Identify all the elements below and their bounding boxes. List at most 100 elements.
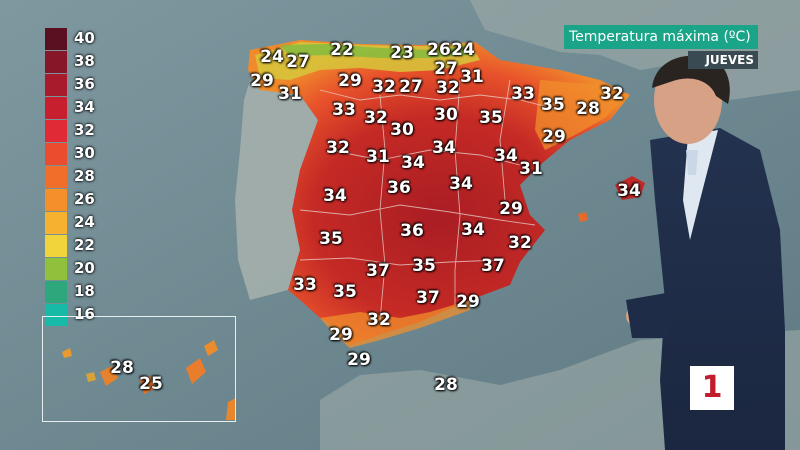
legend-item-20: 20 bbox=[45, 258, 105, 281]
temperature-label: 32 bbox=[436, 78, 460, 98]
temperature-label: 25 bbox=[139, 374, 163, 394]
legend-label: 18 bbox=[74, 282, 95, 300]
temperature-label: 27 bbox=[286, 52, 310, 72]
legend-item-30: 30 bbox=[45, 143, 105, 166]
temperature-label: 33 bbox=[332, 100, 356, 120]
cantabrian-green-band bbox=[280, 44, 470, 58]
canary-islands-inset bbox=[42, 316, 236, 422]
legend-label: 16 bbox=[74, 305, 95, 323]
legend-swatch bbox=[45, 304, 67, 326]
temperature-label: 29 bbox=[250, 71, 274, 91]
temperature-label: 27 bbox=[399, 77, 423, 97]
legend-label: 28 bbox=[74, 167, 95, 185]
temperature-label: 32 bbox=[367, 310, 391, 330]
temperature-label: 37 bbox=[366, 261, 390, 281]
temperature-label: 26 bbox=[427, 40, 451, 60]
legend-label: 22 bbox=[74, 236, 95, 254]
temperature-label: 33 bbox=[511, 84, 535, 104]
temperature-label: 29 bbox=[329, 325, 353, 345]
legend-item-38: 38 bbox=[45, 51, 105, 74]
temperature-label: 35 bbox=[479, 108, 503, 128]
temperature-label: 34 bbox=[461, 220, 485, 240]
temperature-label: 30 bbox=[390, 120, 414, 140]
temperature-label: 34 bbox=[323, 186, 347, 206]
portugal-landmass bbox=[235, 80, 318, 300]
spain-heatmap bbox=[248, 40, 630, 345]
catalonia-band bbox=[535, 80, 625, 150]
legend-swatch bbox=[45, 258, 67, 280]
legend-label: 34 bbox=[74, 98, 95, 116]
temperature-label: 22 bbox=[330, 40, 354, 60]
temperature-label: 31 bbox=[278, 84, 302, 104]
legend-item-24: 24 bbox=[45, 212, 105, 235]
legend-swatch bbox=[45, 120, 67, 142]
legend-item-28: 28 bbox=[45, 166, 105, 189]
legend-item-40: 40 bbox=[45, 28, 105, 51]
legend-swatch bbox=[45, 281, 67, 303]
legend-label: 20 bbox=[74, 259, 95, 277]
temperature-label: 35 bbox=[541, 95, 565, 115]
presenter bbox=[626, 55, 785, 450]
temperature-label: 23 bbox=[390, 43, 414, 63]
temperature-label: 29 bbox=[499, 199, 523, 219]
legend-item-18: 18 bbox=[45, 281, 105, 304]
temperature-label: 30 bbox=[434, 105, 458, 125]
temperature-label: 27 bbox=[434, 59, 458, 79]
temperature-label: 34 bbox=[449, 174, 473, 194]
temperature-label: 29 bbox=[456, 292, 480, 312]
legend-label: 26 bbox=[74, 190, 95, 208]
temperature-label: 24 bbox=[451, 40, 475, 60]
temperature-label: 34 bbox=[432, 138, 456, 158]
temperature-label: 28 bbox=[434, 375, 458, 395]
temperature-label: 36 bbox=[387, 178, 411, 198]
region-borders bbox=[299, 79, 561, 321]
temperature-label: 33 bbox=[293, 275, 317, 295]
channel-number: 1 bbox=[701, 370, 723, 405]
legend-label: 40 bbox=[74, 29, 95, 47]
temperature-label: 32 bbox=[326, 138, 350, 158]
south-coast-band bbox=[320, 300, 470, 348]
temperature-label: 28 bbox=[110, 358, 134, 378]
legend-label: 30 bbox=[74, 144, 95, 162]
legend-swatch bbox=[45, 74, 67, 96]
legend-swatch bbox=[45, 235, 67, 257]
channel-logo: 1 bbox=[690, 366, 734, 410]
legend-item-32: 32 bbox=[45, 120, 105, 143]
map-title: Temperatura máxima (ºC) bbox=[564, 25, 758, 49]
temperature-label: 34 bbox=[617, 181, 641, 201]
temperature-label: 31 bbox=[366, 147, 390, 167]
canary-islands bbox=[62, 340, 236, 420]
temperature-label: 31 bbox=[519, 159, 543, 179]
legend-item-22: 22 bbox=[45, 235, 105, 258]
legend-item-34: 34 bbox=[45, 97, 105, 120]
legend-swatch bbox=[45, 166, 67, 188]
temperature-label: 35 bbox=[319, 229, 343, 249]
legend-item-16: 16 bbox=[45, 304, 105, 327]
legend-swatch bbox=[45, 189, 67, 211]
temperature-label: 28 bbox=[576, 99, 600, 119]
temperature-label: 32 bbox=[364, 108, 388, 128]
temperature-legend: 40 38 36 34 32 30 28 26 24 22 20 18 16 bbox=[45, 28, 105, 327]
temperature-label: 31 bbox=[460, 67, 484, 87]
temperature-label: 29 bbox=[347, 350, 371, 370]
legend-swatch bbox=[45, 97, 67, 119]
temperature-label: 37 bbox=[481, 256, 505, 276]
temperature-label: 29 bbox=[338, 71, 362, 91]
temperature-label: 34 bbox=[401, 153, 425, 173]
legend-swatch bbox=[45, 212, 67, 234]
legend-label: 32 bbox=[74, 121, 95, 139]
temperature-label: 32 bbox=[508, 233, 532, 253]
temperature-label: 24 bbox=[260, 47, 284, 67]
temperature-label: 35 bbox=[333, 282, 357, 302]
legend-item-36: 36 bbox=[45, 74, 105, 97]
legend-swatch bbox=[45, 51, 67, 73]
temperature-label: 36 bbox=[400, 221, 424, 241]
legend-swatch bbox=[45, 28, 67, 50]
ibiza bbox=[578, 212, 588, 222]
legend-swatch bbox=[45, 143, 67, 165]
temperature-label: 37 bbox=[416, 288, 440, 308]
temperature-label: 35 bbox=[412, 256, 436, 276]
forecast-day: JUEVES bbox=[688, 51, 758, 69]
mallorca bbox=[615, 176, 645, 200]
